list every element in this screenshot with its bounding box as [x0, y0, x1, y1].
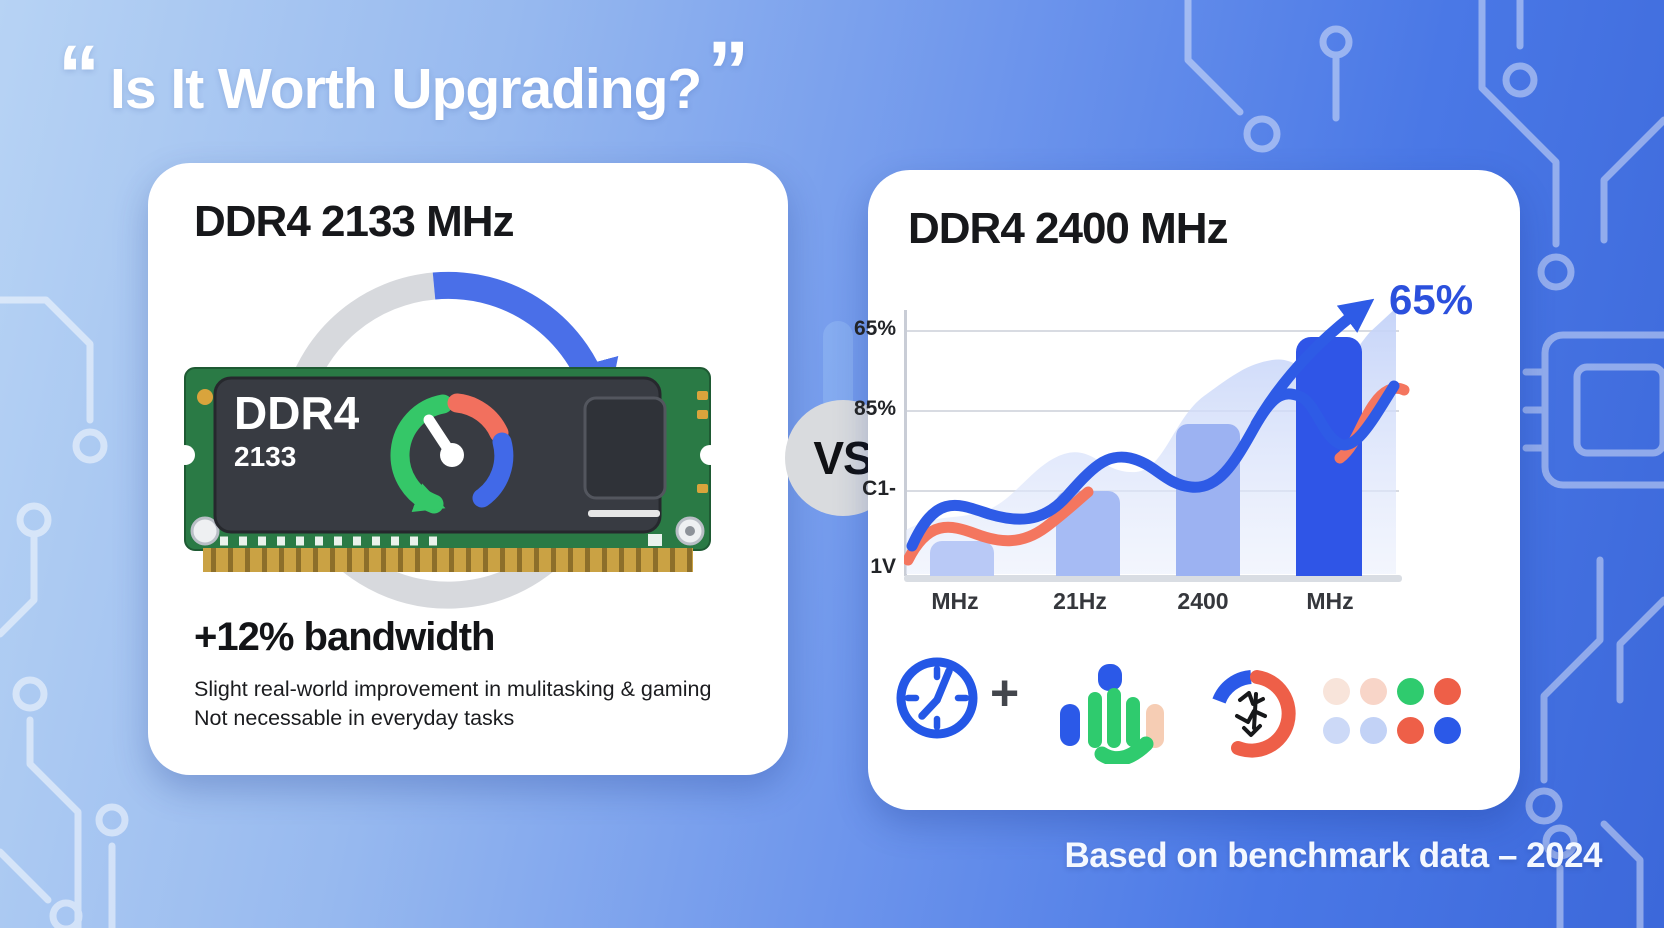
ddr4-2133-card: DDR4 2133 MHz	[148, 163, 788, 775]
trend-lines	[904, 298, 1410, 566]
gridline	[907, 410, 1399, 412]
footer-note: Based on benchmark data – 2024	[1064, 836, 1603, 875]
x-tick-label: 2400	[1177, 588, 1229, 614]
dots-grid	[1323, 678, 1461, 744]
note-line-2: Not necessable in everyday tasks	[194, 706, 515, 730]
clock-icon	[896, 657, 978, 739]
page-title-text: Is It Worth Upgrading?	[110, 57, 702, 121]
trend-arrow	[1250, 298, 1375, 430]
ram-label-2133: 2133	[234, 441, 297, 472]
chip-icon	[583, 396, 667, 517]
note-line-1: Slight real-world improvement in mulitas…	[194, 677, 712, 701]
blue-trend-line	[906, 380, 1400, 552]
dot	[1360, 678, 1387, 705]
ram-module-illustration	[175, 271, 720, 609]
chart-bars	[904, 310, 1396, 576]
dot	[1397, 717, 1424, 744]
ring-gauge-icon	[1212, 670, 1296, 758]
dot	[1397, 678, 1424, 705]
ram-label-ddr4: DDR4	[234, 387, 360, 439]
open-quote-mark: “	[58, 28, 100, 122]
scribble-glyph	[1235, 691, 1267, 737]
x-axis-line	[904, 575, 1402, 582]
page-title: “ Is It Worth Upgrading? ”	[58, 28, 749, 122]
ram-gold-pins	[203, 548, 693, 572]
dot	[1323, 717, 1350, 744]
plus-sign: +	[990, 665, 1020, 721]
ddr4-2400-card: DDR4 2400 MHz	[854, 170, 1520, 810]
dot	[1360, 717, 1387, 744]
x-tick-label: 21Hz	[1053, 588, 1107, 614]
right-card-heading: DDR4 2400 MHz	[908, 204, 1229, 253]
dot	[1434, 678, 1461, 705]
y-tick-label: 85%	[853, 397, 896, 420]
bandwidth-stat: +12% bandwidth	[194, 615, 495, 659]
speed-gauge-icon	[390, 393, 514, 514]
y-tick-label: 65%	[853, 317, 896, 340]
left-card-heading: DDR4 2133 MHz	[194, 197, 515, 246]
activity-bars-icon	[1060, 664, 1164, 764]
chart-bar-MHz	[1296, 337, 1362, 576]
close-quote-mark: ”	[707, 24, 750, 118]
y-tick-label: C1-	[862, 477, 896, 500]
x-tick-label: MHz	[1306, 588, 1354, 614]
salmon-trend-line	[904, 486, 1094, 566]
chart-bar-2400	[1176, 424, 1240, 576]
x-tick-label: MHz	[931, 588, 979, 614]
gridline	[907, 330, 1399, 332]
chart-area-fill	[906, 308, 1396, 574]
callout-65-percent: 65%	[1389, 276, 1474, 323]
y-tick-label: 1V	[870, 555, 896, 578]
chart-bar-MHz	[930, 541, 994, 576]
vs-label: VS	[813, 432, 873, 484]
dot	[1323, 678, 1350, 705]
dot	[1434, 717, 1461, 744]
